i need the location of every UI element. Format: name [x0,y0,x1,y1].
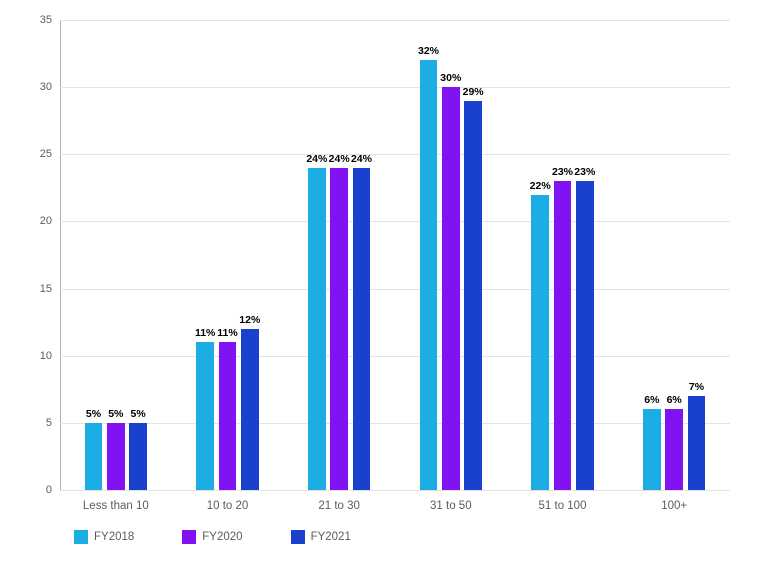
x-tick-label: 100+ [661,490,687,512]
bar: 23% [576,181,594,490]
bar-value-label: 11% [217,327,237,342]
bar-value-label: 6% [644,394,659,409]
bar: 22% [531,195,549,490]
gridline [60,154,730,155]
legend-swatch [182,530,196,544]
y-tick-label: 30 [40,81,60,93]
bar-value-label: 12% [239,314,260,329]
y-tick-label: 5 [46,417,60,429]
bar: 24% [353,168,371,490]
bar: 29% [464,101,482,490]
gridline [60,20,730,21]
bar-value-label: 7% [689,381,704,396]
x-tick-label: 31 to 50 [430,490,472,512]
legend-item: FY2020 [182,530,242,544]
x-tick-label: 21 to 30 [318,490,360,512]
bar: 6% [643,409,661,490]
bar-value-label: 11% [195,327,215,342]
legend-swatch [291,530,305,544]
bar-value-label: 24% [306,153,327,168]
legend-item: FY2021 [291,530,351,544]
bar: 6% [665,409,683,490]
bar-value-label: 23% [552,166,573,181]
bar: 12% [241,329,259,490]
bar: 5% [129,423,147,490]
legend-label: FY2018 [94,531,134,543]
gridline [60,87,730,88]
gridline [60,356,730,357]
bar: 24% [308,168,326,490]
gridline [60,221,730,222]
bar-value-label: 5% [131,408,146,423]
bar-value-label: 5% [86,408,101,423]
bar-value-label: 6% [667,394,682,409]
bar: 5% [85,423,103,490]
gridline [60,423,730,424]
legend-label: FY2020 [202,531,242,543]
bar: 5% [107,423,125,490]
x-tick-label: 10 to 20 [207,490,249,512]
y-tick-label: 0 [46,484,60,496]
bar-value-label: 32% [418,45,439,60]
gridline [60,490,730,491]
bar: 30% [442,87,460,490]
bar: 23% [554,181,572,490]
gridline [60,289,730,290]
y-tick-label: 15 [40,283,60,295]
bar: 11% [219,342,237,490]
y-axis-line [60,20,61,490]
bar-value-label: 5% [108,408,123,423]
y-tick-label: 20 [40,215,60,227]
bar-value-label: 22% [530,180,551,195]
y-tick-label: 10 [40,350,60,362]
bar: 24% [330,168,348,490]
bar: 11% [196,342,214,490]
bar: 32% [420,60,438,490]
chart-container: 05101520253035Less than 105%5%5%10 to 20… [0,0,768,580]
legend-item: FY2018 [74,530,134,544]
x-tick-label: 51 to 100 [539,490,587,512]
legend-swatch [74,530,88,544]
y-tick-label: 25 [40,148,60,160]
y-tick-label: 35 [40,14,60,26]
bar: 7% [688,396,706,490]
bar-value-label: 23% [574,166,595,181]
legend-label: FY2021 [311,531,351,543]
x-tick-label: Less than 10 [83,490,149,512]
bar-value-label: 24% [329,153,350,168]
bar-value-label: 29% [463,86,484,101]
bar-value-label: 24% [351,153,372,168]
legend: FY2018 FY2020 FY2021 [74,530,351,544]
bar-value-label: 30% [440,72,461,87]
plot-area: 05101520253035Less than 105%5%5%10 to 20… [60,20,730,490]
